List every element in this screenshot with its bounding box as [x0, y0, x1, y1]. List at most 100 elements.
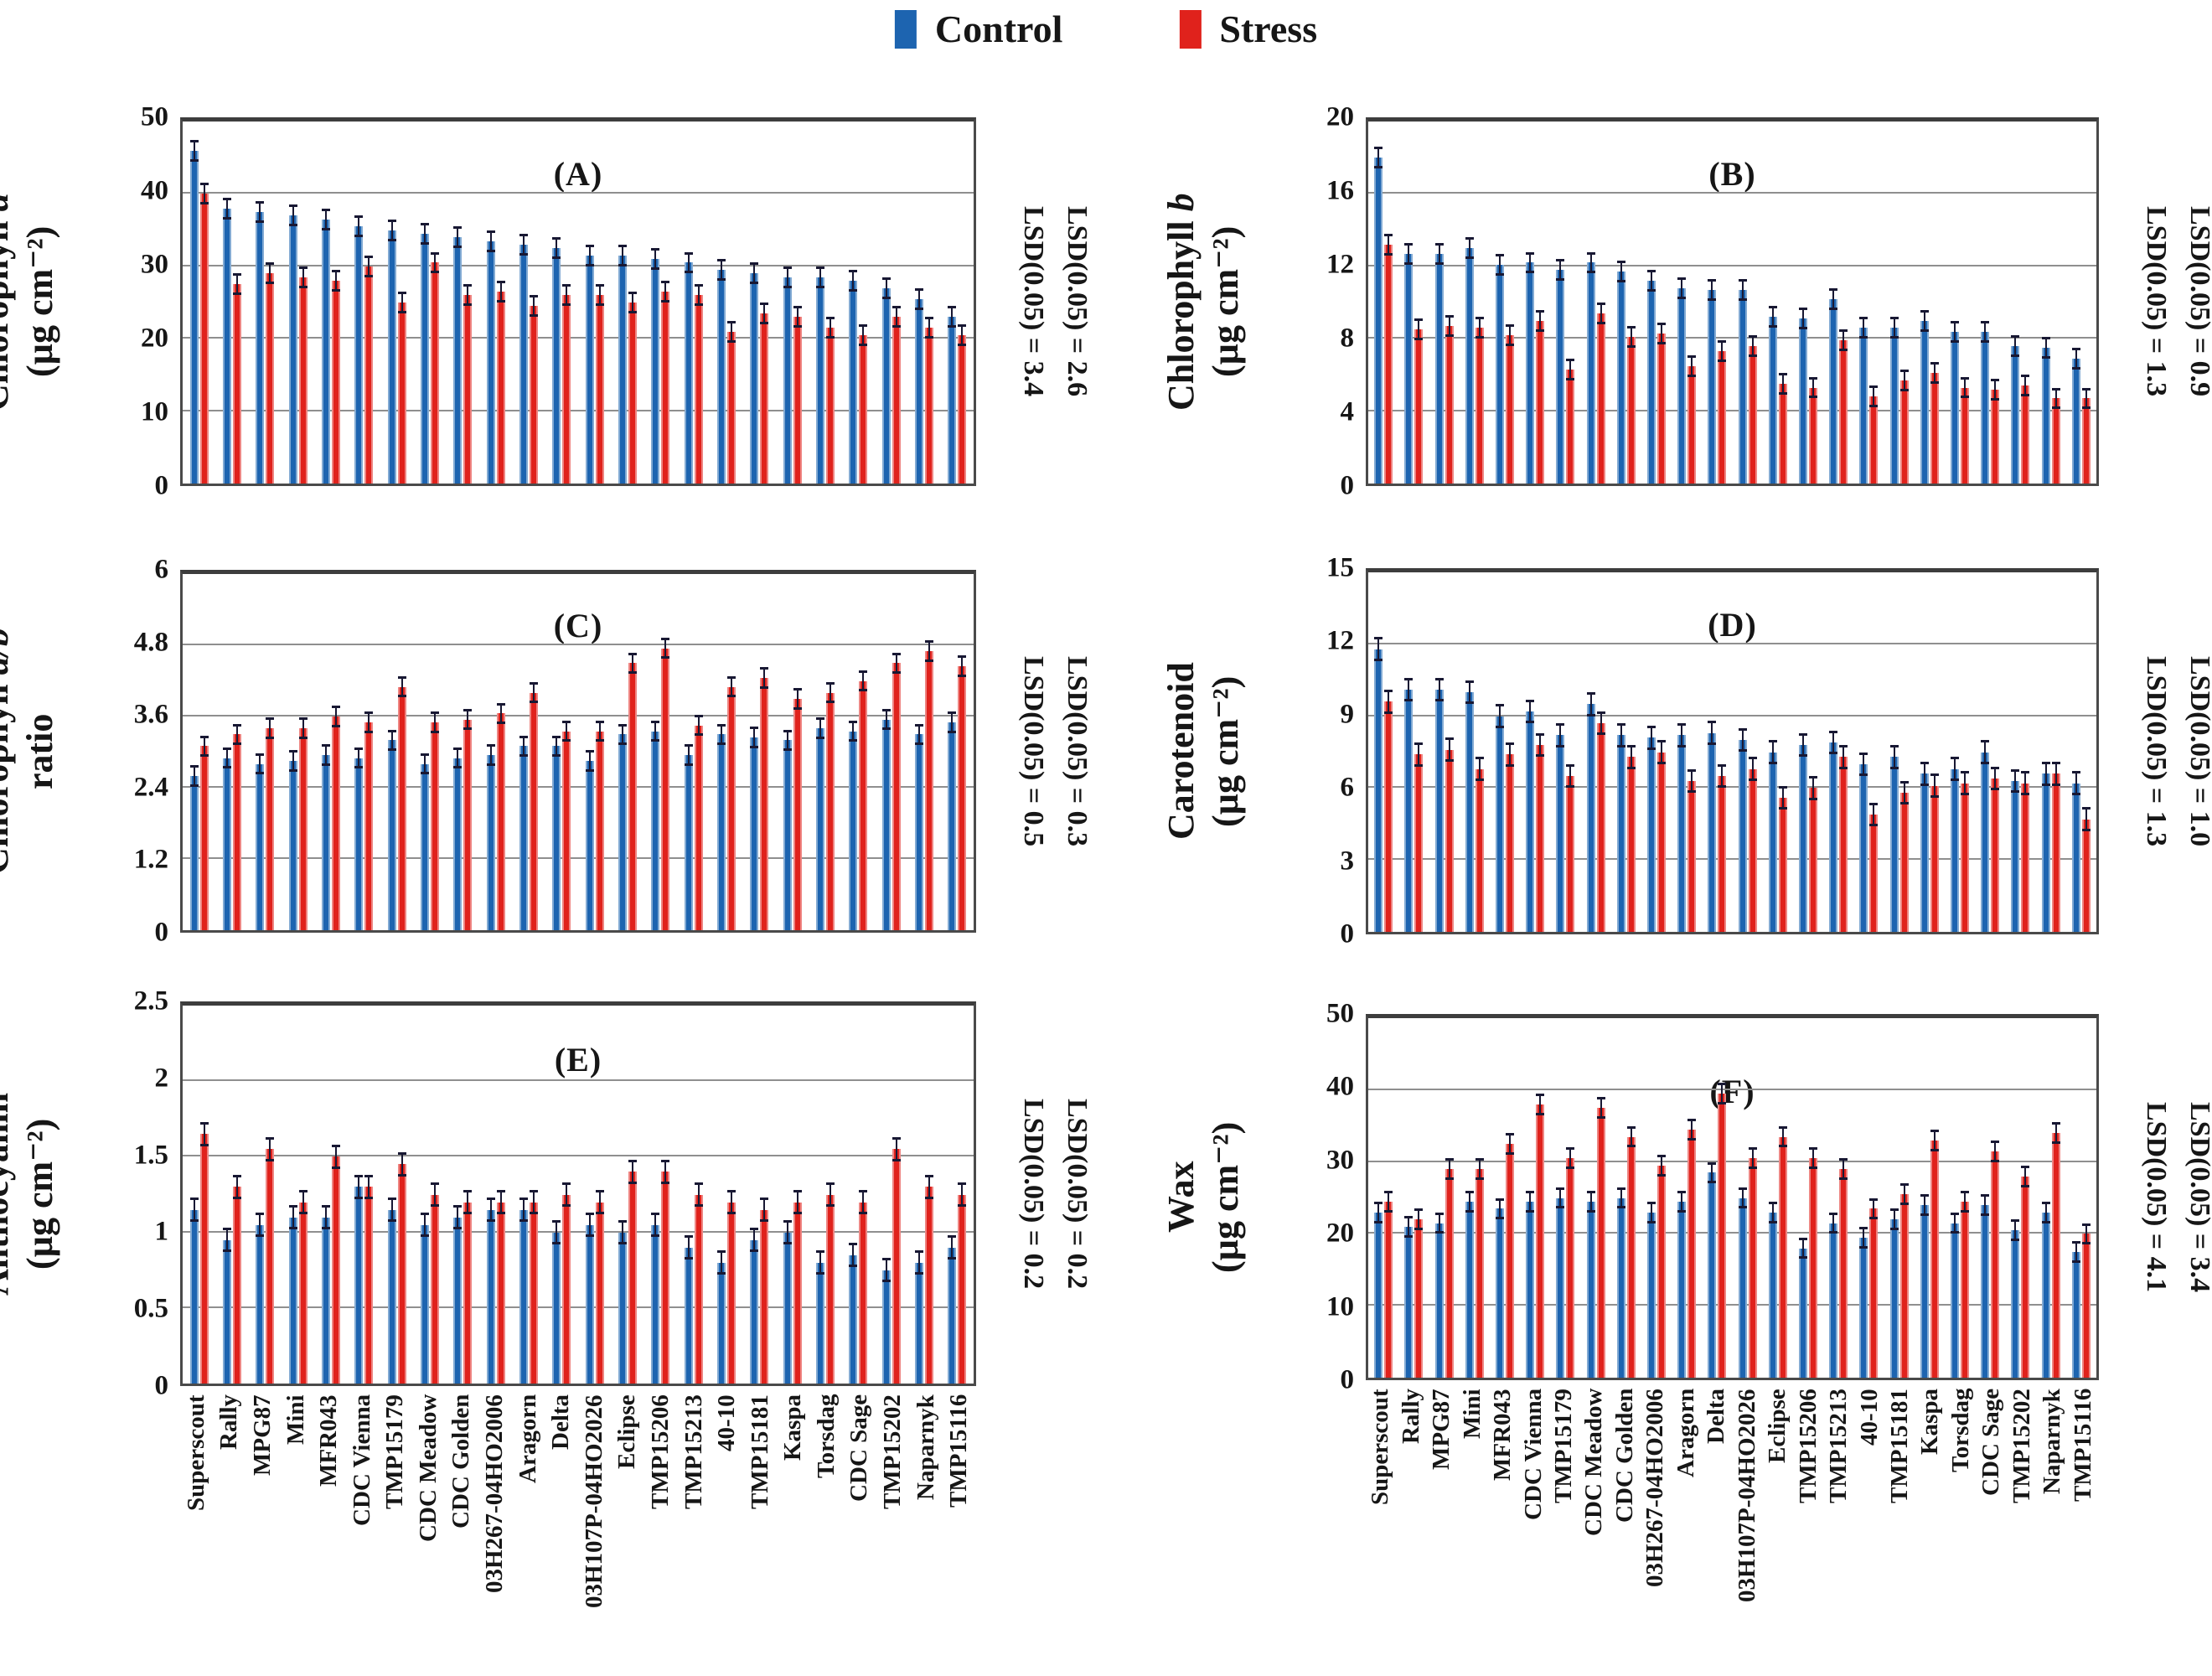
error-bar — [495, 702, 506, 725]
y-tick-label: 0 — [154, 917, 169, 948]
y-axis-title: Wax (µg cm⁻²) — [1160, 1014, 1258, 1380]
error-bar — [628, 652, 638, 674]
bar-control-Torsdag — [816, 1262, 824, 1384]
y-axis-title-line2: (µg cm⁻²) — [18, 225, 60, 378]
bar-stress-Torsdag — [1961, 783, 1970, 932]
x-category-label: TMP15179 — [1549, 1389, 1577, 1503]
error-bar — [618, 1220, 628, 1245]
bar-stress-TMP15179 — [1566, 776, 1575, 932]
y-axis-ticks: 0 10 20 30 40 50 — [85, 102, 168, 501]
bar-stress-TMP15116 — [958, 334, 967, 484]
bar-control-03H107P-04HO2026 — [1738, 289, 1747, 484]
bar-stress-Kaspa — [793, 1202, 802, 1384]
error-bar — [354, 1175, 364, 1199]
bar-stress-Delta — [562, 295, 571, 484]
error-bar — [1414, 1208, 1424, 1231]
y-axis-title: Chlorophyll a/b ratio — [0, 570, 73, 933]
error-bar — [650, 720, 661, 742]
y-tick-label: 0 — [1340, 1364, 1355, 1395]
bar-stress-03H267-04HO2006 — [496, 292, 505, 484]
bar-stress-TMP15206 — [661, 648, 670, 930]
error-bar — [2010, 1219, 2021, 1241]
bar-control-Mini — [1465, 248, 1474, 484]
error-bar — [891, 652, 902, 674]
bar-stress-Kaspa — [793, 698, 802, 930]
chart-panel-chlorophyll-a: Chlorophyll a (µg cm⁻²) 0 10 20 30 40 50 (A) … — [0, 102, 1093, 501]
error-bar — [1950, 757, 1961, 781]
lsd-control: LSD(0.05) = 0.5 — [1018, 655, 1049, 847]
error-bar — [825, 317, 835, 339]
x-category-label: Mini — [1458, 1389, 1486, 1439]
error-bar — [1960, 771, 1971, 795]
bar-control-TMP15206 — [1799, 744, 1808, 932]
bar-control-CDC Meadow — [421, 763, 429, 930]
lsd-annotation: LSD(0.05) = 1.3 LSD(0.05) = 0.9 — [2134, 117, 2212, 486]
lsd-control: LSD(0.05) = 1.3 — [2141, 655, 2172, 847]
bar-stress-Torsdag — [1961, 387, 1970, 484]
x-category-label: TMP15213 — [1825, 1389, 1853, 1503]
bar-stress-TMP15181 — [1899, 380, 1909, 484]
bar-stress-Rally — [233, 284, 241, 484]
error-bar — [1444, 737, 1455, 762]
bar-stress-Mini — [1475, 1169, 1484, 1378]
error-bar — [255, 201, 266, 223]
lsd-annotation: LSD(0.05) = 0.5 LSD(0.05) = 0.3 — [1011, 570, 1098, 933]
error-bar — [759, 1198, 770, 1222]
error-bar — [1414, 742, 1424, 767]
error-bar — [584, 750, 595, 772]
x-category-label: 03H267-04HO2006 — [1641, 1389, 1669, 1587]
bar-stress-TMP15179 — [397, 1164, 406, 1384]
x-category-label: Torsdag — [812, 1394, 840, 1479]
plot-area: (F) — [1366, 1014, 2099, 1380]
error-bar — [297, 717, 308, 739]
error-bar — [1980, 1194, 1991, 1216]
bar-control-MFR043 — [322, 219, 330, 484]
bar-control-CDC Golden — [453, 758, 463, 930]
error-bar — [782, 729, 793, 752]
bar-control-TMP15116 — [948, 722, 957, 930]
bar-control-Rally — [223, 1239, 231, 1384]
bar-control-Rally — [223, 758, 231, 930]
bar-stress-TMP15116 — [958, 1194, 967, 1384]
error-bar — [1615, 1187, 1626, 1209]
error-bar — [265, 262, 276, 285]
bar-control-40-10 — [717, 734, 726, 930]
error-bar — [1960, 1190, 1971, 1213]
bar-stress-CDC Golden — [463, 1202, 473, 1384]
bar-stress-Eclipse — [628, 663, 637, 930]
bar-control-Kaspa — [783, 277, 792, 484]
bar-control-Delta — [1708, 732, 1717, 932]
y-tick-label: 2 — [154, 1063, 169, 1094]
bar-control-Torsdag — [1951, 331, 1960, 484]
error-bar — [199, 735, 209, 758]
bar-stress-MFR043 — [332, 281, 340, 484]
bar-control-Aragorn — [1677, 735, 1687, 932]
error-bar — [947, 1235, 958, 1260]
y-axis-title-line1: Chlorophyll a — [0, 193, 16, 411]
error-bar — [1919, 761, 1930, 786]
error-bar — [594, 720, 605, 742]
error-bar — [1494, 253, 1505, 276]
bar-control-CDC Sage — [849, 1254, 858, 1384]
bar-control-CDC Vienna — [354, 758, 364, 930]
bar-stress-TMP15213 — [1839, 757, 1848, 932]
bar-stress-Superscout — [1384, 1201, 1393, 1378]
error-bar — [716, 723, 726, 745]
bar-control-Kaspa — [1920, 773, 1929, 932]
error-bar — [2070, 1240, 2081, 1263]
error-bar — [1899, 369, 1910, 391]
error-bar — [957, 323, 968, 346]
error-bar — [485, 744, 496, 766]
bar-control-Naparnyk — [915, 298, 923, 484]
lsd-stress: LSD(0.05) = 0.3 — [1062, 655, 1093, 847]
bar-stress-CDC Golden — [463, 295, 473, 484]
bar-control-TMP15179 — [387, 230, 396, 484]
error-bar — [222, 747, 232, 769]
error-bar — [1919, 1194, 1930, 1216]
error-bar — [2010, 768, 2021, 794]
bar-control-TMP15206 — [1799, 1248, 1808, 1378]
error-bar — [331, 706, 341, 727]
bar-stress-Mini — [1475, 768, 1484, 932]
bar-stress-TMP15202 — [2021, 783, 2030, 932]
error-bar — [1474, 317, 1485, 339]
